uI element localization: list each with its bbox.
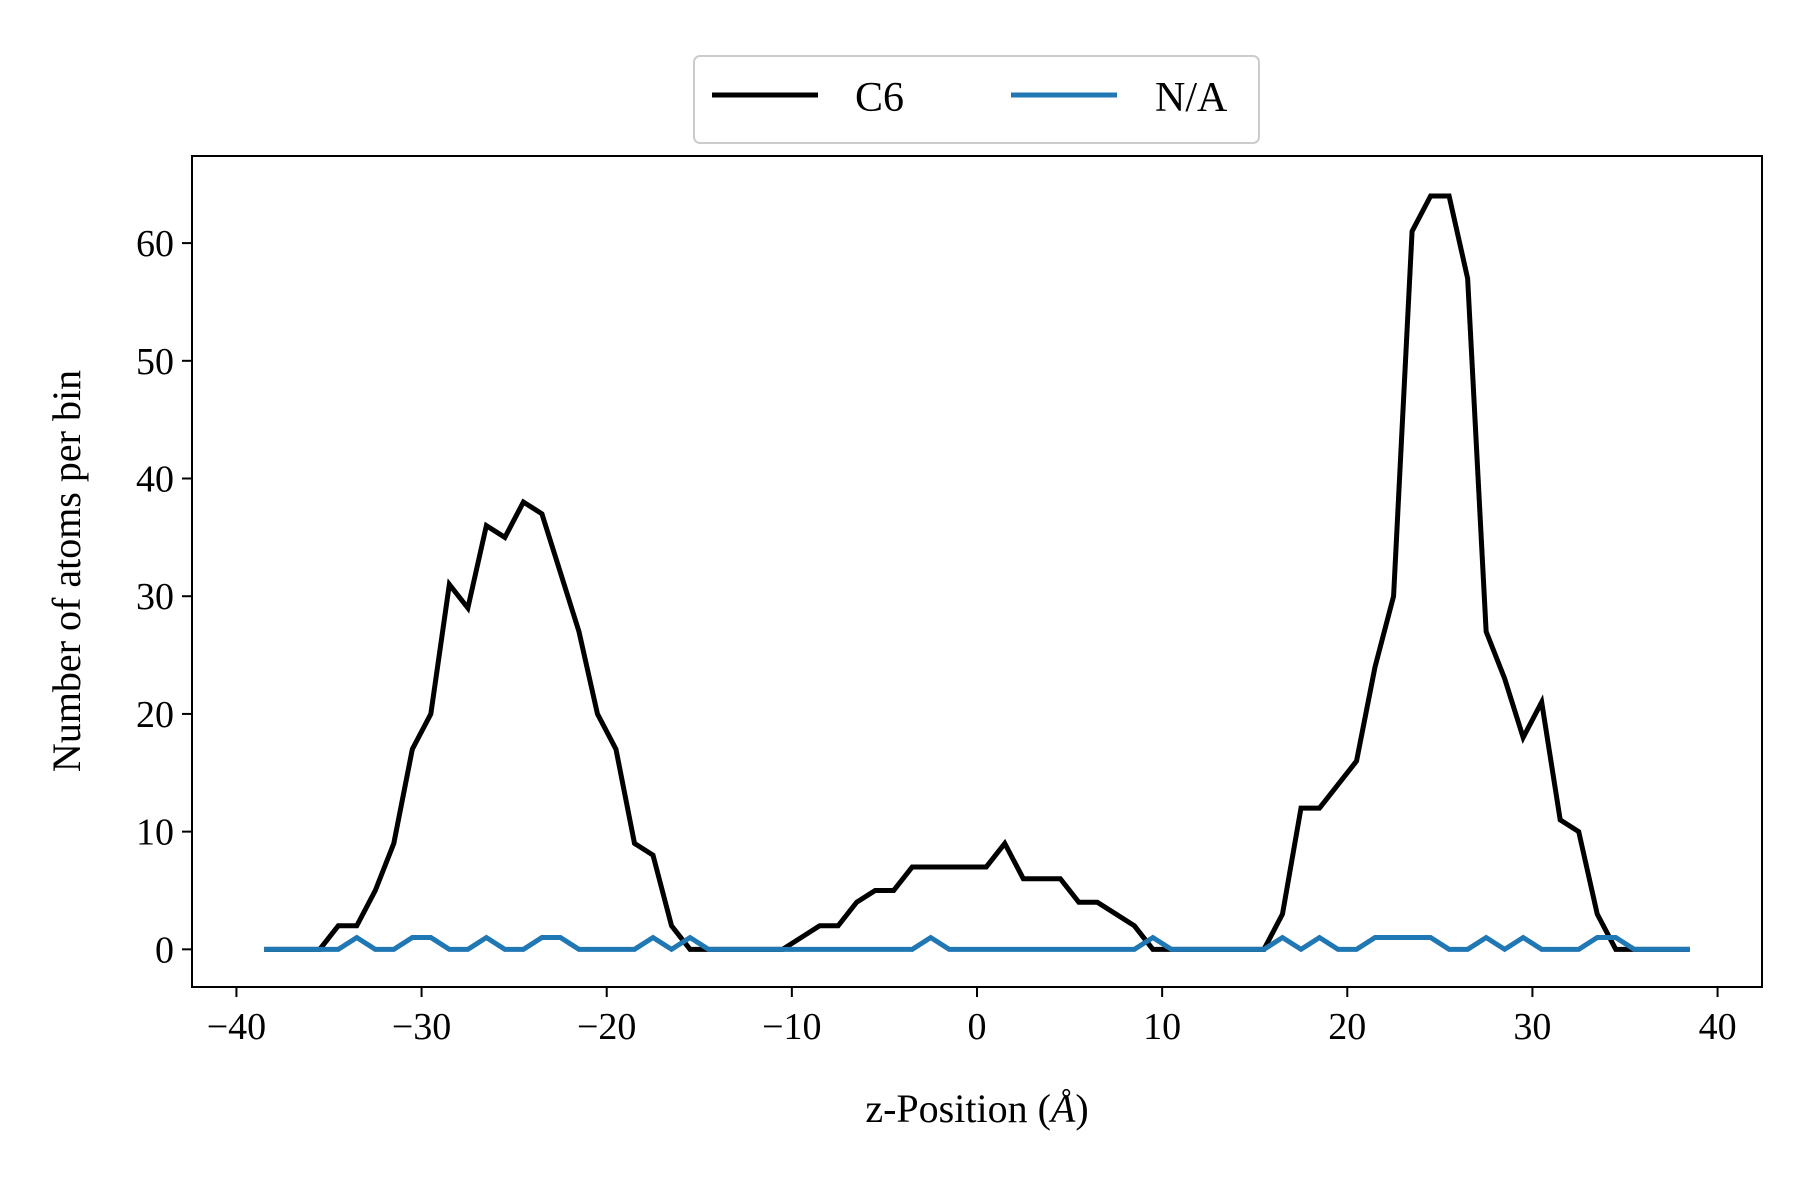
- y-axis-label: Number of atoms per bin: [44, 370, 89, 772]
- x-tick-label: 0: [968, 1006, 987, 1048]
- y-tick-label: 20: [136, 694, 174, 736]
- x-axis-label-unit: Å: [1048, 1086, 1076, 1131]
- x-axis-label: z-Position (Å): [865, 1086, 1088, 1131]
- x-tick-label: 10: [1143, 1006, 1181, 1048]
- y-axis: 0 10 20 30 40 50 60: [136, 223, 192, 971]
- legend-label-c6: C6: [855, 75, 904, 121]
- y-tick-label: 60: [136, 223, 174, 265]
- x-tick-label: −40: [207, 1006, 266, 1048]
- legend-label-na: N/A: [1155, 75, 1228, 121]
- x-axis: −40 −30 −20 −10 0 10 20 30 40: [207, 987, 1737, 1048]
- x-axis-label-text: z-Position (: [865, 1086, 1051, 1131]
- y-tick-label: 30: [136, 576, 174, 618]
- x-tick-label: −30: [392, 1006, 451, 1048]
- y-tick-label: 50: [136, 341, 174, 383]
- plot-area: [264, 193, 1690, 953]
- series-line-c6: [264, 193, 1690, 952]
- x-tick-label: 20: [1328, 1006, 1366, 1048]
- x-axis-label-close: ): [1075, 1086, 1088, 1131]
- x-tick-label: −10: [762, 1006, 821, 1048]
- y-tick-label: 0: [155, 929, 174, 971]
- axes-frame: [191, 155, 1763, 988]
- legend-frame: [693, 55, 1260, 144]
- y-tick-label: 10: [136, 812, 174, 854]
- series-line-na: [264, 934, 1690, 953]
- x-tick-label: −20: [577, 1006, 636, 1048]
- legend: C6 N/A: [693, 55, 1260, 144]
- x-tick-label: 30: [1513, 1006, 1551, 1048]
- y-tick-label: 40: [136, 459, 174, 501]
- x-tick-label: 40: [1699, 1006, 1737, 1048]
